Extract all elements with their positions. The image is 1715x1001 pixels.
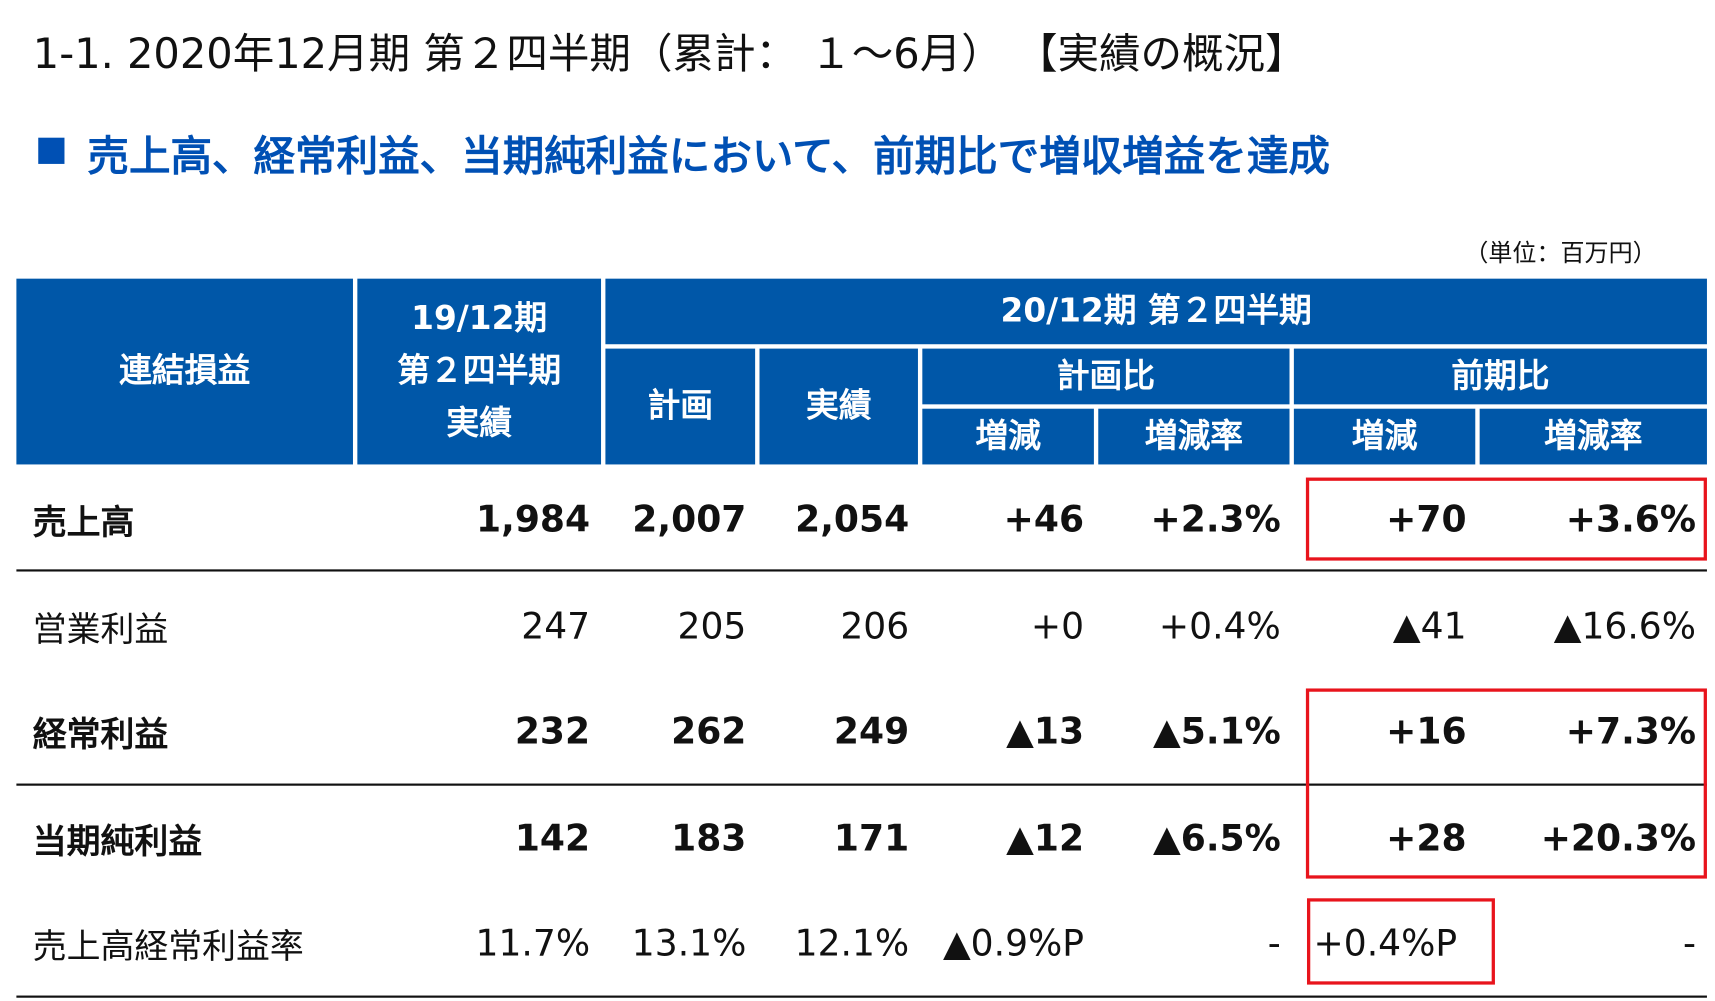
cell-value: 183 — [671, 816, 747, 860]
highlight-box — [1305, 477, 1707, 561]
cell-value: +2.3% — [1150, 497, 1281, 541]
cell-value: +46 — [1003, 497, 1085, 541]
header-cell: 19/12期 第２四半期 実績 — [357, 278, 602, 465]
cell-value: 2,007 — [632, 497, 747, 541]
cell-value: 232 — [514, 709, 591, 753]
cell-value: ▲6.5% — [1153, 816, 1281, 860]
row-label: 売上高 — [32, 503, 135, 543]
cell-value: ▲5.1% — [1153, 709, 1281, 753]
header-cell: 増減 — [922, 408, 1094, 465]
header-cell: 連結損益 — [16, 278, 353, 465]
header-cell: 計画比 — [922, 348, 1290, 405]
cell-value: - — [1267, 921, 1281, 965]
subtitle: 売上高、経常利益、当期純利益において、前期比で増収増益を達成 — [87, 132, 1330, 181]
header-line: 第２四半期 — [397, 351, 562, 391]
header-cell: 増減率 — [1479, 408, 1707, 465]
header-cell: 増減 — [1293, 408, 1476, 465]
highlight-box — [1305, 688, 1707, 879]
cell-value: +0.4% — [1158, 604, 1281, 648]
cell-value: +7.3% — [1565, 709, 1697, 753]
cell-value: 2,054 — [795, 497, 910, 541]
cell-value: ▲12 — [1006, 816, 1085, 860]
cell-value: ▲0.9%P — [942, 921, 1085, 965]
header-line: 19/12期 — [411, 299, 548, 338]
header-cell: 前期比 — [1293, 348, 1707, 405]
cell-value: ▲16.6% — [1553, 604, 1697, 648]
header-cell: 増減率 — [1098, 408, 1290, 465]
cell-value: 142 — [514, 816, 591, 860]
row-rule — [16, 569, 1707, 572]
cell-value: 262 — [671, 709, 747, 753]
header-cell: 実績 — [759, 348, 918, 465]
cell-value: ▲13 — [1006, 709, 1085, 753]
header-cell: 20/12期 第２四半期 — [605, 278, 1707, 345]
row-label: 売上高経常利益率 — [32, 927, 304, 967]
cell-value: +70 — [1386, 497, 1467, 541]
highlight-box — [1306, 898, 1495, 985]
cell-value: 13.1% — [631, 921, 747, 965]
row-rule — [16, 995, 1707, 998]
cell-value: +0.4%P — [1313, 921, 1458, 965]
row-label: 営業利益 — [32, 610, 169, 650]
row-label: 経常利益 — [32, 715, 169, 755]
cell-value: 1,984 — [476, 497, 591, 541]
cell-value: +20.3% — [1540, 816, 1697, 860]
cell-value: - — [1682, 921, 1697, 965]
bullet — [38, 137, 65, 164]
cell-value: +16 — [1386, 709, 1467, 753]
cell-value: 249 — [833, 709, 910, 753]
header-line: 実績 — [446, 404, 512, 443]
cell-value: 206 — [840, 604, 910, 648]
cell-value: 11.7% — [475, 921, 591, 965]
cell-value: 205 — [677, 604, 747, 648]
cell-value: 12.1% — [794, 921, 910, 965]
unit: （単位：百万円） — [1464, 240, 1657, 268]
cell-value: +28 — [1386, 816, 1467, 860]
row-label: 当期純利益 — [32, 822, 203, 862]
cell-value: +3.6% — [1565, 497, 1697, 541]
row-rule — [16, 783, 1707, 786]
title: 1-1. 2020年12月期 第２四半期（累計： １～6月） 【実績の概況】 — [32, 29, 1307, 78]
header-cell: 計画 — [605, 348, 756, 465]
cell-value: +0 — [1030, 604, 1085, 648]
cell-value: 171 — [833, 816, 910, 860]
cell-value: 247 — [521, 604, 591, 648]
cell-value: ▲41 — [1392, 604, 1467, 648]
